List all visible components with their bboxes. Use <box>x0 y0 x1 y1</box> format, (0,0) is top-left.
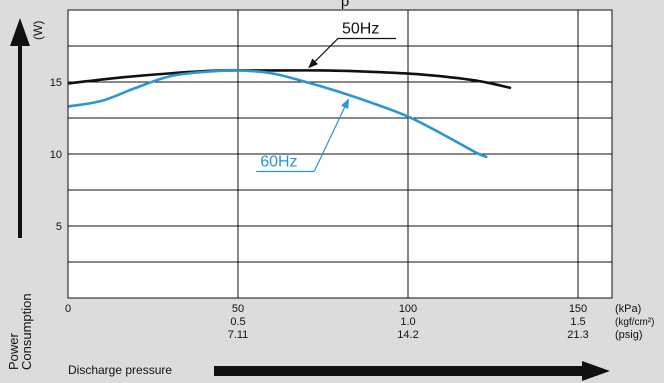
y-tick-label: 15 <box>50 77 62 89</box>
x-unit-label: (psig) <box>615 329 643 341</box>
x-axis-arrow <box>214 361 610 381</box>
x-tick-label-kgf: 1.0 <box>400 316 415 328</box>
x-tick-label-psig: 21.3 <box>567 329 588 341</box>
annotation-leader <box>313 107 346 172</box>
series-annotation-60hz: 60Hz <box>260 154 297 171</box>
x-axis-label: Discharge pressure <box>68 363 172 377</box>
y-axis-label-line2: Consumption <box>19 293 34 370</box>
series-annotation-50hz: 50Hz <box>342 20 379 37</box>
x-tick-label-kgf: 1.5 <box>570 316 585 328</box>
x-tick-label-psig: 14.2 <box>397 329 418 341</box>
chart-title-fragment: p <box>341 0 349 10</box>
series-line-60hz <box>68 69 488 159</box>
x-tick-label-kgf: 0.5 <box>230 316 245 328</box>
x-tick-label-psig: 7.11 <box>228 329 249 341</box>
x-unit-label: (kgf/cm²) <box>615 317 654 328</box>
series-layer <box>68 68 512 159</box>
plot-border <box>67 9 613 299</box>
y-tick-labels: 5 10 15 <box>50 77 62 233</box>
x-tick-label-kpa: 50 <box>232 303 244 315</box>
annotation-arrowhead <box>308 58 319 69</box>
y-axis-label-line1: Power <box>6 332 21 370</box>
series-annotations: 50Hz 60Hz <box>256 20 396 173</box>
y-axis-unit: (W) <box>31 21 45 40</box>
gridlines <box>68 10 612 298</box>
x-tick-label-kpa: 100 <box>399 303 417 315</box>
y-axis-label: Power Consumption <box>6 293 34 370</box>
y-tick-label: 10 <box>50 149 62 161</box>
y-axis-arrow <box>10 18 30 238</box>
annotation-arrowhead <box>341 98 349 109</box>
x-unit-label: (kPa) <box>615 303 641 315</box>
x-tick-label-kpa: 150 <box>569 303 587 315</box>
series-line-50hz <box>68 68 512 90</box>
annotation-leader <box>314 38 339 62</box>
y-tick-label: 5 <box>56 221 62 233</box>
x-tick-label-kpa: 0 <box>65 303 71 315</box>
